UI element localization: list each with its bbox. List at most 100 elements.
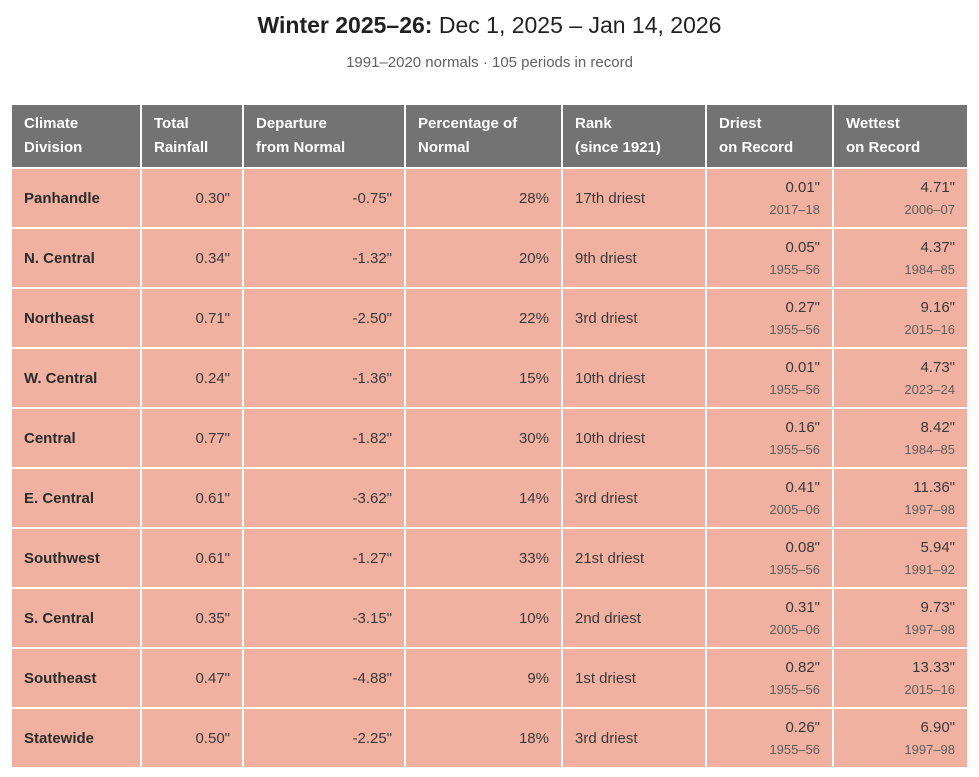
total-rainfall-cell: 0.34" [142,229,242,287]
wettest-cell: 8.42" 1984–85 [834,409,967,467]
col-header-line: Normal [418,139,470,156]
wettest-year: 1997–98 [904,742,955,757]
driest-value: 0.08" [785,539,820,556]
percent-cell: 33% [406,529,561,587]
col-header-percentage-of-normal: Percentage of Normal [406,105,561,167]
table-row-southwest: Southwest 0.61" -1.27" 33% 21st driest 0… [12,529,967,587]
table-header-row: Climate Division Total Rainfall Departure f… [12,105,967,167]
division-cell: Panhandle [12,169,140,227]
wettest-cell: 4.73" 2023–24 [834,349,967,407]
wettest-cell: 4.71" 2006–07 [834,169,967,227]
rank-cell: 9th driest [563,229,705,287]
col-header-total-rainfall: Total Rainfall [142,105,242,167]
driest-value: 0.01" [785,359,820,376]
wettest-cell: 9.16" 2015–16 [834,289,967,347]
col-header-line: from Normal [256,139,346,156]
col-header-line: Climate [24,115,79,132]
wettest-value: 9.73" [920,599,955,616]
departure-cell: -1.36" [244,349,404,407]
col-header-line: Driest [719,115,762,132]
rank-cell: 10th driest [563,349,705,407]
table-row-panhandle: Panhandle 0.30" -0.75" 28% 17th driest 0… [12,169,967,227]
departure-cell: -0.75" [244,169,404,227]
wettest-value: 13.33" [912,659,955,676]
wettest-cell: 11.36" 1997–98 [834,469,967,527]
wettest-value: 6.90" [920,719,955,736]
driest-year: 1955–56 [769,682,820,697]
rank-cell: 1st driest [563,649,705,707]
rank-cell: 3rd driest [563,289,705,347]
percent-cell: 10% [406,589,561,647]
col-header-climate-division: Climate Division [12,105,140,167]
total-rainfall-cell: 0.71" [142,289,242,347]
percent-cell: 14% [406,469,561,527]
division-cell: S. Central [12,589,140,647]
driest-cell: 0.41" 2005–06 [707,469,832,527]
departure-cell: -4.88" [244,649,404,707]
driest-cell: 0.05" 1955–56 [707,229,832,287]
wettest-value: 11.36" [913,479,955,496]
driest-value: 0.27" [785,299,820,316]
driest-cell: 0.31" 2005–06 [707,589,832,647]
driest-value: 0.41" [785,479,820,496]
departure-cell: -1.27" [244,529,404,587]
wettest-year: 1997–98 [904,622,955,637]
total-rainfall-cell: 0.50" [142,709,242,767]
driest-cell: 0.16" 1955–56 [707,409,832,467]
col-header-line: Division [24,139,83,156]
col-header-line: (since 1921) [575,139,661,156]
total-rainfall-cell: 0.61" [142,469,242,527]
driest-year: 1955–56 [769,742,820,757]
rank-cell: 2nd driest [563,589,705,647]
driest-cell: 0.27" 1955–56 [707,289,832,347]
driest-cell: 0.82" 1955–56 [707,649,832,707]
percent-cell: 28% [406,169,561,227]
col-header-line: Departure [256,115,327,132]
table-row-northeast: Northeast 0.71" -2.50" 22% 3rd driest 0.… [12,289,967,347]
wettest-year: 2023–24 [904,382,955,397]
col-header-departure-from-normal: Departure from Normal [244,105,404,167]
col-header-line: Rainfall [154,139,209,156]
driest-year: 1955–56 [769,262,820,277]
total-rainfall-cell: 0.61" [142,529,242,587]
percent-cell: 30% [406,409,561,467]
driest-year: 1955–56 [769,442,820,457]
division-cell: W. Central [12,349,140,407]
division-cell: Northeast [12,289,140,347]
col-header-line: Percentage of [418,115,518,132]
wettest-cell: 5.94" 1991–92 [834,529,967,587]
division-cell: Statewide [12,709,140,767]
driest-year: 2005–06 [769,622,820,637]
wettest-value: 4.73" [920,359,955,376]
departure-cell: -1.82" [244,409,404,467]
division-cell: E. Central [12,469,140,527]
driest-value: 0.26" [785,719,820,736]
driest-cell: 0.08" 1955–56 [707,529,832,587]
driest-value: 0.05" [785,239,820,256]
percent-cell: 22% [406,289,561,347]
departure-cell: -2.25" [244,709,404,767]
wettest-value: 5.94" [920,539,955,556]
wettest-cell: 13.33" 2015–16 [834,649,967,707]
page-subtitle: 1991–2020 normals · 105 periods in recor… [346,54,633,71]
col-header-line: Rank [575,115,612,132]
rank-cell: 17th driest [563,169,705,227]
division-cell: Southwest [12,529,140,587]
wettest-cell: 6.90" 1997–98 [834,709,967,767]
wettest-year: 2015–16 [904,322,955,337]
table-row-w-central: W. Central 0.24" -1.36" 15% 10th driest … [12,349,967,407]
wettest-value: 4.71" [920,179,955,196]
wettest-value: 4.37" [920,239,955,256]
driest-year: 2017–18 [769,202,820,217]
rank-cell: 10th driest [563,409,705,467]
wettest-year: 1984–85 [904,442,955,457]
percent-cell: 9% [406,649,561,707]
percent-cell: 20% [406,229,561,287]
driest-value: 0.01" [785,179,820,196]
departure-cell: -3.62" [244,469,404,527]
departure-cell: -1.32" [244,229,404,287]
total-rainfall-cell: 0.35" [142,589,242,647]
wettest-year: 2015–16 [904,682,955,697]
total-rainfall-cell: 0.47" [142,649,242,707]
